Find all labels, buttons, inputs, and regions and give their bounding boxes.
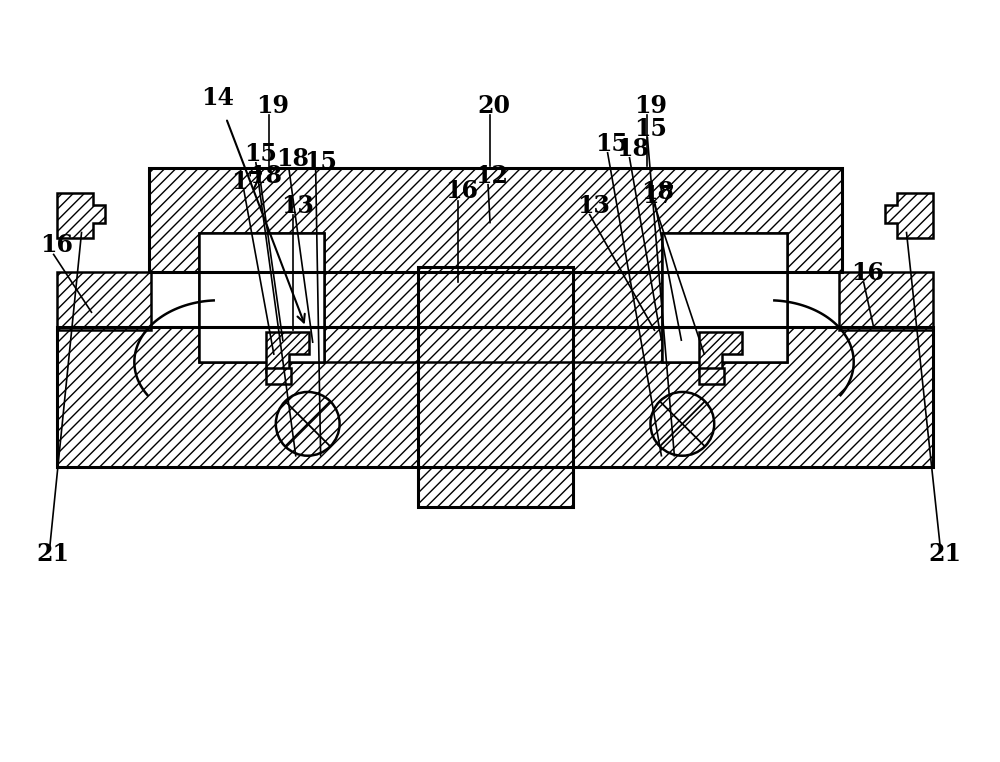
Text: 15: 15 — [304, 150, 337, 174]
Text: 18: 18 — [249, 164, 282, 187]
Text: 16: 16 — [40, 233, 73, 258]
Bar — [418, 267, 573, 507]
Text: 20: 20 — [477, 94, 510, 118]
Polygon shape — [57, 193, 105, 238]
Text: 14: 14 — [201, 86, 234, 110]
Text: 17: 17 — [231, 170, 264, 194]
Bar — [149, 168, 842, 272]
Text: 15: 15 — [635, 117, 667, 141]
Text: 15: 15 — [595, 132, 628, 156]
Bar — [266, 368, 291, 384]
Bar — [662, 232, 787, 362]
Polygon shape — [699, 332, 742, 372]
Bar — [57, 327, 933, 466]
Text: 21: 21 — [37, 543, 70, 566]
Text: 17: 17 — [642, 184, 675, 208]
Text: 16: 16 — [445, 178, 478, 203]
Text: 19: 19 — [635, 94, 668, 118]
Polygon shape — [885, 193, 933, 238]
Text: 18: 18 — [617, 137, 650, 161]
Text: 19: 19 — [256, 94, 289, 118]
Bar — [324, 272, 662, 362]
Bar — [662, 232, 787, 362]
Bar — [199, 232, 324, 362]
Bar — [839, 272, 933, 330]
Text: 13: 13 — [577, 194, 610, 218]
Text: 18: 18 — [641, 180, 674, 203]
Text: 21: 21 — [928, 543, 961, 566]
Text: 16: 16 — [851, 261, 884, 285]
Text: 18: 18 — [276, 147, 309, 171]
Polygon shape — [266, 332, 309, 372]
Bar — [57, 272, 151, 330]
Bar — [149, 168, 842, 272]
Bar — [57, 327, 933, 466]
Bar — [699, 368, 724, 384]
Bar — [418, 267, 573, 507]
Text: 13: 13 — [281, 194, 314, 218]
Bar — [199, 232, 324, 362]
Text: 12: 12 — [475, 164, 508, 187]
Text: 15: 15 — [244, 142, 277, 166]
